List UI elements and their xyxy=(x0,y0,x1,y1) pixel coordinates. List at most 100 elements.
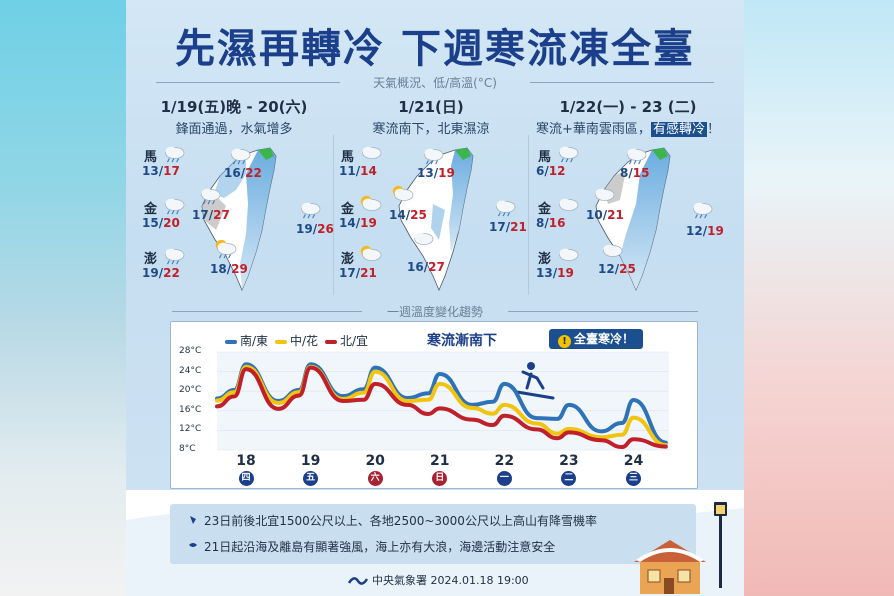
low-temp: 12 xyxy=(598,262,615,276)
temp-separator: / xyxy=(544,164,549,178)
high-temp: 17 xyxy=(163,164,180,178)
temp-separator: / xyxy=(433,166,439,180)
high-temp: 21 xyxy=(360,266,377,280)
y-tick-label: 12°C xyxy=(179,424,202,435)
rain-cloud-icon xyxy=(496,200,516,217)
legend-label: 中/花 xyxy=(290,334,319,348)
cloud-icon xyxy=(603,244,623,257)
x-tick-weekday: 二 xyxy=(561,471,577,486)
high-temp: 15 xyxy=(632,166,650,180)
temp-separator: / xyxy=(552,266,558,280)
x-tick-day: 22 xyxy=(494,453,515,469)
desc-text: ！ xyxy=(706,122,720,137)
panel-description: 鋒面通過，水氣增多 xyxy=(175,122,293,137)
panel-description: 寒流南下，北東濕涼 xyxy=(372,122,490,137)
temp-separator: / xyxy=(355,164,361,178)
region-temp-east: 12/19 xyxy=(686,224,724,238)
low-temp: 18 xyxy=(210,262,227,276)
low-temp: 13 xyxy=(142,164,159,178)
high-temp: 22 xyxy=(245,166,262,180)
high-temp: 26 xyxy=(317,222,334,236)
rain-cloud-icon xyxy=(627,148,647,165)
low-temp: 13 xyxy=(536,266,553,280)
station-temp-jin: 14/19 xyxy=(339,216,377,230)
forecast-panel-1: 1/19(五)晚 - 20(六) 鋒面通過，水氣增多 馬 13/17 金 15/20 澎… xyxy=(134,92,334,300)
panel-divider xyxy=(528,135,529,295)
footer-text: 中央氣象署 2024.01.18 19:00 xyxy=(372,574,529,587)
station-temp-ma: 11/14 xyxy=(339,164,377,178)
sun-rain-cloud-icon xyxy=(215,239,237,259)
legend-swatch xyxy=(275,339,287,344)
low-temp: 17 xyxy=(489,220,506,234)
region-temp-north: 16/22 xyxy=(224,166,262,180)
temp-separator: / xyxy=(158,164,164,178)
high-temp: 12 xyxy=(548,164,566,178)
weather-poster: 先濕再轉冷 下週寒流凍全臺 天氣概況、低/高溫(°C) 1/19(五)晚 - 2… xyxy=(126,0,744,596)
rain-cloud-icon xyxy=(301,202,321,219)
cloud-icon xyxy=(559,248,579,261)
notice-text: 23日前後北宜1500公尺以上、各地2500~3000公尺以上高山有降雪機率 xyxy=(204,514,597,528)
low-temp: 17 xyxy=(339,266,356,280)
station-label-ma: 馬 xyxy=(144,150,158,165)
legend-swatch xyxy=(225,339,237,344)
legend-label: 南/東 xyxy=(240,334,269,348)
low-temp: 17 xyxy=(192,208,209,222)
chart-title: 寒流漸南下 xyxy=(427,333,497,349)
region-temp-south: 16/27 xyxy=(407,260,445,274)
y-tick-label: 20°C xyxy=(179,385,202,396)
legend-label: 北/宜 xyxy=(340,334,369,348)
panel-date: 1/22(一) - 23 (二) xyxy=(559,98,697,116)
station-label-jin: 金 xyxy=(144,202,158,217)
temp-separator: / xyxy=(505,220,511,234)
region-temp-north: 13/19 xyxy=(417,166,455,180)
panel-divider xyxy=(333,135,334,295)
x-tick-weekday: 日 xyxy=(432,471,448,486)
cwa-logo-icon xyxy=(348,577,368,585)
rain-cloud-icon xyxy=(165,198,185,215)
right-background xyxy=(744,0,894,596)
x-tick-weekday: 六 xyxy=(367,471,383,486)
low-temp: 13 xyxy=(417,166,434,180)
temp-separator: / xyxy=(158,216,164,230)
cloud-icon xyxy=(362,146,382,159)
temp-separator: / xyxy=(355,266,361,280)
low-temp: 16 xyxy=(224,166,241,180)
station-label-peng: 澎 xyxy=(341,252,355,267)
rain-cloud-icon xyxy=(559,146,579,163)
rain-cloud-icon xyxy=(201,188,221,205)
station-temp-ma: 6/12 xyxy=(536,164,565,178)
high-temp: 27 xyxy=(213,208,230,222)
y-tick-label: 8°C xyxy=(179,444,196,454)
station-temp-peng: 17/21 xyxy=(339,266,377,280)
temp-separator: / xyxy=(158,266,164,280)
legend-item: 北/宜 xyxy=(325,332,368,349)
notice-snow: 23日前後北宜1500公尺以上、各地2500~3000公尺以上高山有降雪機率 xyxy=(188,512,597,529)
high-temp: 21 xyxy=(607,208,624,222)
high-temp: 20 xyxy=(163,216,180,230)
section-subtitle: 天氣概況、低/高溫(°C) xyxy=(373,76,497,90)
cloud-icon xyxy=(595,188,615,201)
rain-cloud-icon xyxy=(165,146,185,163)
sun-cloud-icon xyxy=(360,245,382,261)
temp-separator: / xyxy=(544,216,549,230)
chart-plot xyxy=(215,351,669,451)
region-temp-central: 14/25 xyxy=(389,208,427,222)
snowy-house-icon xyxy=(634,540,706,594)
station-label-ma: 馬 xyxy=(538,150,552,165)
panel-description: 寒流+華南雲雨區， 有感轉冷！ xyxy=(528,118,728,137)
divider-line xyxy=(508,311,698,312)
left-background xyxy=(0,0,126,596)
x-tick-day: 18 xyxy=(236,453,256,469)
legend-item: 南/東 xyxy=(225,332,268,349)
bell-icon xyxy=(190,516,196,524)
sun-cloud-icon xyxy=(392,185,414,201)
cloud-icon xyxy=(414,232,434,245)
x-tick-day: 21 xyxy=(430,453,450,469)
high-temp: 16 xyxy=(548,216,566,230)
station-label-ma: 馬 xyxy=(341,150,355,165)
forecast-panel-2: 1/21(日) 寒流南下，北東濕涼 馬 11/14 金 14/19 澎 17/21 13/1… xyxy=(331,92,531,300)
x-tick-weekday: 五 xyxy=(303,471,319,486)
low-temp: 14 xyxy=(339,216,356,230)
panel-date: 1/21(日) xyxy=(398,98,464,116)
lamp-post-icon xyxy=(714,502,727,588)
